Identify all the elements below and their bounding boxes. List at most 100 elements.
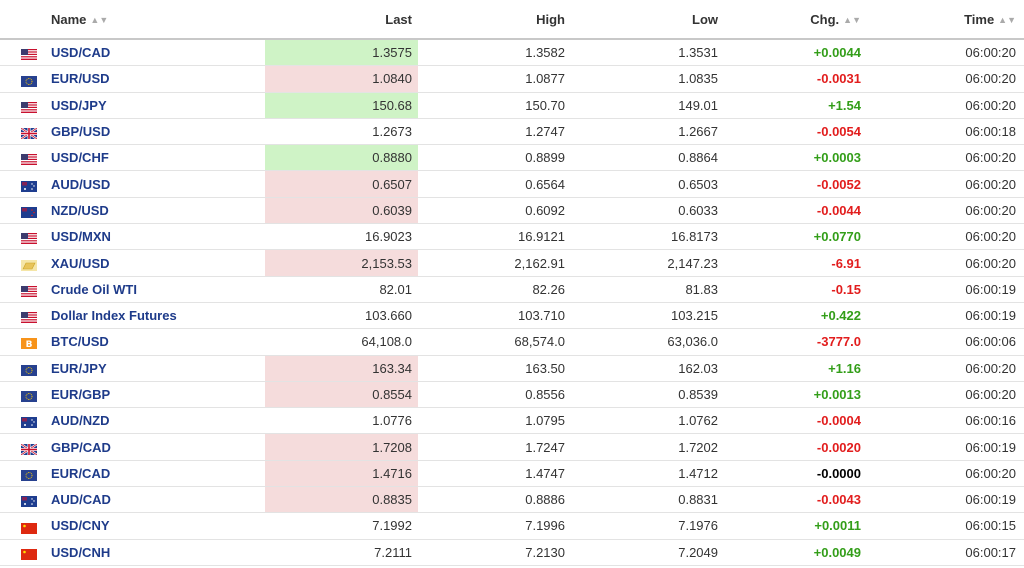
high-cell: 163.50 (418, 355, 571, 382)
instrument-link[interactable]: GBP/CAD (51, 439, 111, 455)
chg-cell: -0.0031 (724, 65, 869, 93)
low-cell: 16.8173 (571, 223, 724, 251)
table-row[interactable]: B BTC/USD 64,108.0 68,574.0 63,036.0 -3777.0 0… (0, 328, 1024, 356)
table-row[interactable]: EUR/CAD 1.4716 1.4747 1.4712 -0.0000 06:00:20 (0, 460, 1024, 488)
table-row[interactable]: NZD/USD 0.6039 0.6092 0.6033 -0.0044 06:00:20 (0, 197, 1024, 225)
table-row[interactable]: USD/CNY 7.1992 7.1996 7.1976 +0.0011 06:00:15 (0, 512, 1024, 540)
table-row[interactable]: EUR/JPY 163.34 163.50 162.03 +1.16 06:00:20 (0, 355, 1024, 382)
table-row[interactable]: Dollar Index Futures 103.660 103.710 103.21… (0, 302, 1024, 330)
chg-cell: -0.0020 (724, 433, 869, 461)
low-cell: 2,147.23 (571, 249, 724, 277)
time-cell: 06:00:20 (869, 460, 1024, 488)
table-row[interactable]: EUR/GBP 0.8554 0.8556 0.8539 +0.0013 06:00:20 (0, 381, 1024, 409)
instrument-link[interactable]: USD/CNH (51, 544, 111, 560)
cn-flag-icon (21, 548, 37, 560)
time-cell: 06:00:20 (869, 170, 1024, 198)
time-cell: 06:00:19 (869, 302, 1024, 330)
time-cell: 06:00:19 (869, 433, 1024, 461)
instrument-link[interactable]: BTC/USD (51, 334, 109, 350)
high-cell: 1.4747 (418, 460, 571, 488)
au-flag-icon (21, 180, 37, 192)
table-row[interactable]: AUD/USD 0.6507 0.6564 0.6503 -0.0052 06:00:20 (0, 170, 1024, 198)
eu-flag-icon (21, 364, 37, 376)
instrument-link[interactable]: USD/MXN (51, 229, 111, 245)
instrument-link[interactable]: GBP/USD (51, 124, 111, 140)
column-header-last: Last (265, 0, 418, 40)
chg-cell: -3777.0 (724, 328, 869, 356)
high-cell: 1.7247 (418, 433, 571, 461)
column-header-time[interactable]: Time ▲▼ (869, 0, 1024, 40)
chg-cell: +0.0011 (724, 512, 869, 540)
table-row[interactable]: USD/CNH 7.2111 7.2130 7.2049 +0.0049 06:00:17 (0, 539, 1024, 566)
chg-cell: -0.0000 (724, 460, 869, 488)
column-header-chg[interactable]: Chg. ▲▼ (724, 0, 869, 40)
instrument-link[interactable]: AUD/NZD (51, 413, 110, 429)
chg-cell: +0.0003 (724, 144, 869, 172)
instrument-link[interactable]: AUD/USD (51, 176, 111, 192)
table-row[interactable]: AUD/NZD 1.0776 1.0795 1.0762 -0.0004 06:00:16 (0, 407, 1024, 435)
time-cell: 06:00:20 (869, 223, 1024, 251)
instrument-link[interactable]: USD/JPY (51, 97, 107, 113)
last-cell: 82.01 (265, 276, 418, 303)
time-cell: 06:00:19 (869, 486, 1024, 514)
instrument-link[interactable]: EUR/JPY (51, 360, 107, 376)
table-row[interactable]: USD/MXN 16.9023 16.9121 16.8173 +0.0770 06:00… (0, 223, 1024, 251)
instrument-link[interactable]: USD/CNY (51, 518, 110, 534)
instrument-link[interactable]: EUR/CAD (51, 465, 111, 481)
flag-cell (0, 381, 37, 409)
instrument-name-cell: USD/CAD (30, 39, 265, 67)
instrument-link[interactable]: USD/CHF (51, 150, 109, 166)
column-header-name[interactable]: Name ▲▼ (0, 0, 265, 40)
sort-icon[interactable]: ▲▼ (998, 14, 1016, 25)
table-row[interactable]: GBP/CAD 1.7208 1.7247 1.7202 -0.0020 06:00:19 (0, 433, 1024, 461)
table-row[interactable]: XAU/USD 2,153.53 2,162.91 2,147.23 -6.91 06:0… (0, 249, 1024, 277)
instrument-link[interactable]: NZD/USD (51, 202, 109, 218)
table-row[interactable]: USD/CHF 0.8880 0.8899 0.8864 +0.0003 06:00:20 (0, 144, 1024, 172)
low-cell: 7.1976 (571, 512, 724, 540)
last-cell: 1.7208 (265, 433, 418, 461)
instrument-link[interactable]: XAU/USD (51, 255, 110, 271)
high-cell: 1.0877 (418, 65, 571, 93)
instrument-link[interactable]: Crude Oil WTI (51, 281, 137, 297)
flag-cell (0, 460, 37, 488)
table-row[interactable]: EUR/USD 1.0840 1.0877 1.0835 -0.0031 06:00:20 (0, 65, 1024, 93)
instrument-link[interactable]: AUD/CAD (51, 492, 111, 508)
instrument-link[interactable]: EUR/GBP (51, 387, 111, 402)
instrument-name-cell: USD/CNH (30, 539, 265, 566)
uk-flag-icon (20, 442, 38, 456)
time-cell: 06:00:15 (869, 512, 1024, 540)
instrument-name-cell: Dollar Index Futures (30, 302, 265, 330)
flag-cell (0, 512, 37, 540)
flag-cell (0, 355, 37, 382)
table-row[interactable]: AUD/CAD 0.8835 0.8886 0.8831 -0.0043 06:00:19 (0, 486, 1024, 514)
cn-flag-icon (21, 522, 37, 534)
us-flag-icon (21, 101, 37, 113)
sort-icon[interactable]: ▲▼ (90, 14, 109, 25)
instrument-link[interactable]: Dollar Index Futures (51, 308, 177, 324)
high-cell: 7.1996 (418, 512, 571, 540)
table-row[interactable]: GBP/USD 1.2673 1.2747 1.2667 -0.0054 06:00:18 (0, 118, 1024, 146)
flag-cell (0, 39, 37, 67)
chg-cell: +0.0044 (724, 39, 869, 67)
low-cell: 1.0762 (571, 407, 724, 435)
instrument-link[interactable]: EUR/USD (51, 71, 110, 87)
svg-text:B: B (26, 340, 33, 349)
last-cell: 1.2673 (265, 118, 418, 146)
table-row[interactable]: USD/CAD 1.3575 1.3582 1.3531 +0.0044 06:00:20 (0, 39, 1024, 67)
table-row[interactable]: USD/JPY 150.68 150.70 149.01 +1.54 06:00:20 (0, 92, 1024, 119)
flag-cell (0, 276, 37, 303)
instrument-name-cell: EUR/GBP (30, 381, 265, 409)
table-row[interactable]: Crude Oil WTI 82.01 82.26 81.83 -0.15 06:00:1… (0, 276, 1024, 303)
gold-icon (21, 259, 37, 271)
us-flag-icon (21, 311, 37, 324)
instrument-link[interactable]: USD/CAD (51, 45, 111, 61)
instrument-name-cell: GBP/USD (30, 118, 265, 146)
high-cell: 0.6092 (418, 197, 571, 225)
chg-cell: -0.0043 (724, 486, 869, 514)
low-cell: 1.0835 (571, 65, 724, 93)
last-cell: 150.68 (265, 92, 418, 119)
low-cell: 149.01 (571, 92, 724, 119)
flag-cell (0, 302, 37, 330)
sort-icon[interactable]: ▲▼ (843, 14, 861, 25)
